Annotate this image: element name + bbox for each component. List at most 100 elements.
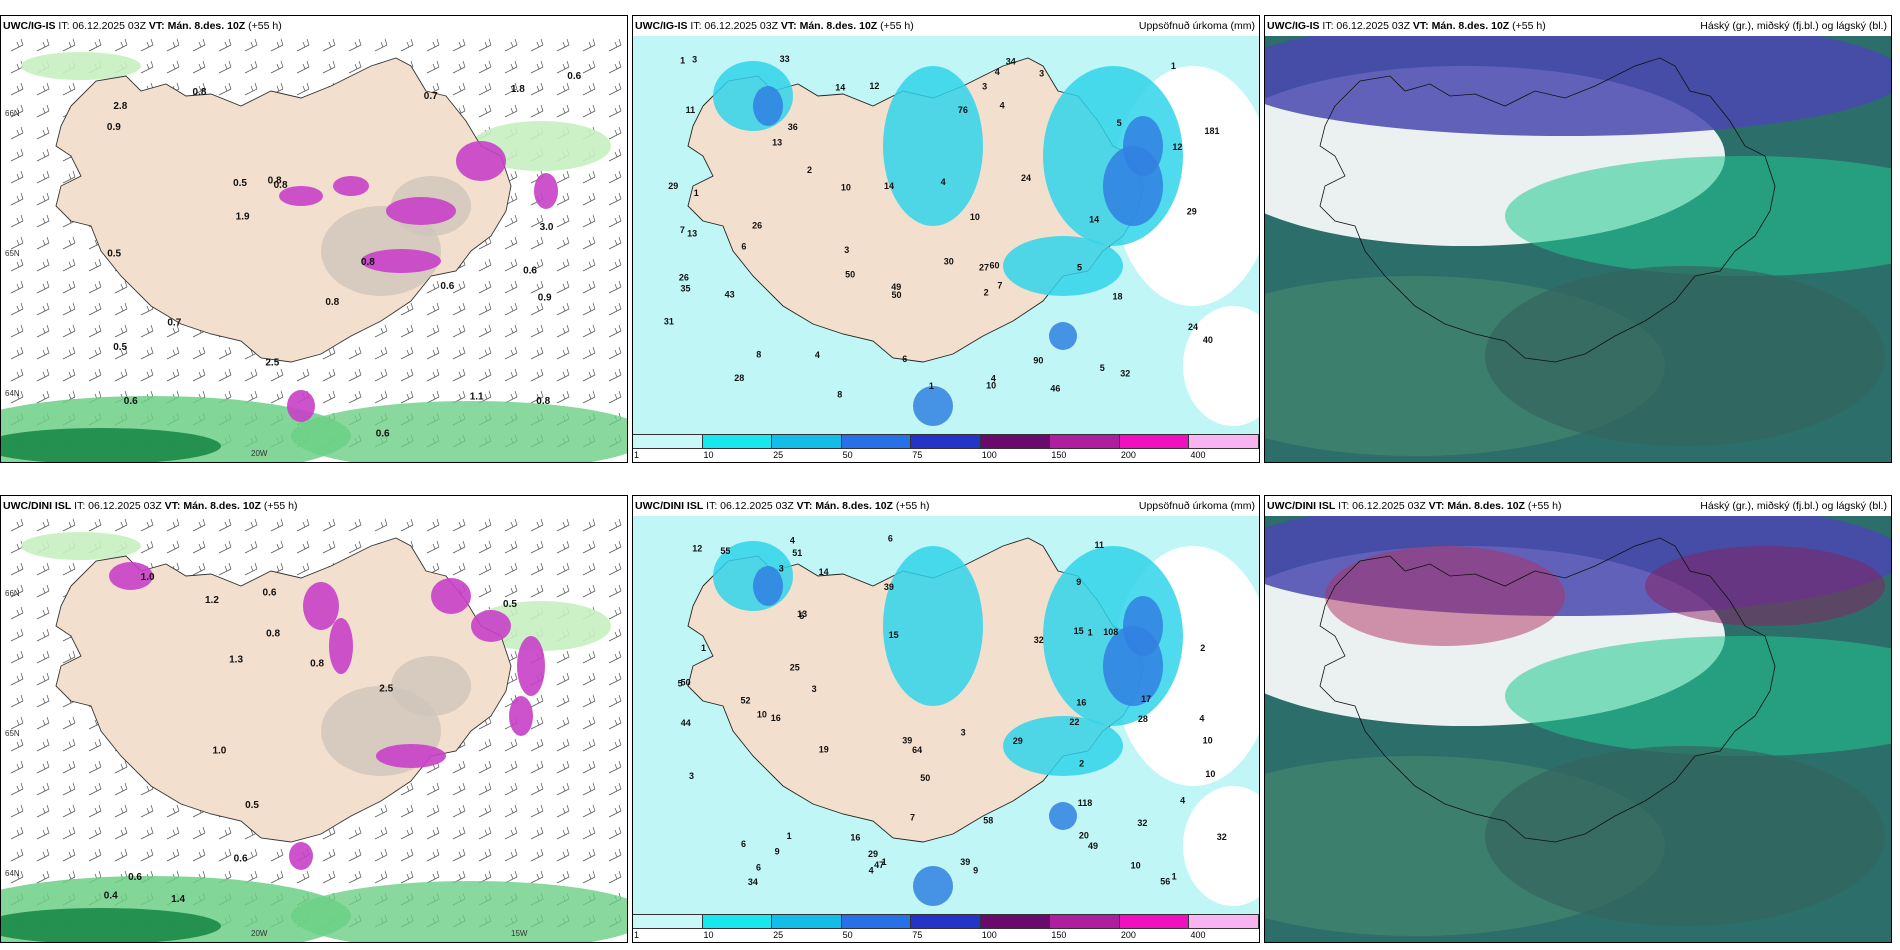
wind-barb (140, 38, 154, 52)
value-label: 0.7 (167, 317, 181, 328)
value-label: 3 (844, 245, 849, 255)
value-label: 0.6 (124, 396, 138, 407)
value-label: 6 (902, 354, 907, 364)
wind-barb (10, 650, 24, 664)
wind-barb (452, 368, 466, 382)
wind-barb (608, 236, 622, 250)
wind-barb (608, 650, 622, 664)
value-label: 2.5 (379, 683, 393, 694)
wind-barb (62, 782, 76, 796)
wind-barb (36, 650, 50, 664)
wind-barb (608, 672, 622, 686)
value-label: 11 (1095, 540, 1105, 550)
axis-tick-label: 66N (5, 589, 20, 598)
wind-barb (556, 518, 570, 532)
wind-barb (452, 324, 466, 338)
value-label: 1 (787, 831, 792, 841)
wind-barb (36, 192, 50, 206)
colorbar-tick-label: 100 (981, 450, 997, 460)
value-label: 0.9 (538, 292, 552, 303)
wind-barb (218, 368, 232, 382)
wind-barb (62, 302, 76, 316)
wind-barb (192, 848, 206, 862)
wind-barb (166, 848, 180, 862)
wind-barb (608, 716, 622, 730)
value-label: 0.6 (523, 266, 537, 277)
wind-barb (426, 518, 440, 532)
wind-barb (608, 562, 622, 576)
wind-barb (530, 848, 544, 862)
precip-area (1003, 716, 1123, 776)
value-label: 1 (680, 55, 685, 65)
wind-barb (530, 738, 544, 752)
precip-intense-area (471, 610, 511, 642)
wind-barb (374, 518, 388, 532)
wind-barb (504, 60, 518, 74)
wind-barb (556, 716, 570, 730)
colorbar-swatch (772, 914, 842, 929)
wind-barb (10, 368, 24, 382)
value-label: 10 (1131, 861, 1141, 871)
wind-barb (36, 606, 50, 620)
value-label: 13 (797, 609, 807, 619)
value-label: 5 (678, 678, 683, 688)
wind-barb (114, 324, 128, 338)
wind-barb (400, 390, 414, 404)
value-label: 55 (720, 546, 730, 556)
wind-barb (218, 60, 232, 74)
wind-barb (504, 38, 518, 52)
panel-ig-clouds: UWC/IG-IS IT: 06.12.2025 03Z VT: Mán. 8.… (1264, 15, 1892, 463)
wind-barb (88, 782, 102, 796)
wind-barb (426, 60, 440, 74)
wind-barb (62, 760, 76, 774)
wind-barb (582, 236, 596, 250)
wind-barb (556, 214, 570, 228)
iceland-outline (1319, 57, 1776, 363)
value-label: 29 (1013, 736, 1023, 746)
wind-barb (556, 826, 570, 840)
wind-barb (62, 368, 76, 382)
mid-cloud-area (1505, 156, 1891, 276)
wind-barb (374, 870, 388, 884)
panel-ig-accum-precip: UWC/IG-IS IT: 06.12.2025 03Z VT: Mán. 8.… (632, 15, 1260, 463)
wind-barb (62, 170, 76, 184)
wind-barb (478, 738, 492, 752)
precip-area (471, 121, 611, 171)
wind-barb (36, 104, 50, 118)
wind-barb (140, 346, 154, 360)
value-label: 15 (889, 630, 899, 640)
panel-subtitle: Háský (gr.), miðský (fj.bl.) og lágský (… (1700, 500, 1887, 512)
wind-barb (556, 236, 570, 250)
value-label: 50 (920, 773, 930, 783)
wind-barb (608, 126, 622, 140)
wind-barb (530, 60, 544, 74)
wind-barb (556, 540, 570, 554)
wind-barb (582, 82, 596, 96)
wind-barb (36, 258, 50, 272)
wind-barb (504, 214, 518, 228)
wind-barb (62, 650, 76, 664)
value-label: 108 (1103, 627, 1118, 637)
panel-title: UWC/DINI ISL IT: 06.12.2025 03Z VT: Mán.… (1265, 496, 1891, 516)
value-label: 4 (790, 536, 795, 546)
wind-barb (478, 518, 492, 532)
precip-intense-area (329, 618, 353, 674)
wind-barb (608, 826, 622, 840)
value-label: 0.8 (536, 396, 550, 407)
wind-barb (140, 848, 154, 862)
wind-barb (608, 848, 622, 862)
wind-barb (218, 540, 232, 554)
wind-barb (296, 82, 310, 96)
wind-barb (218, 826, 232, 840)
colorbar-swatch (911, 914, 981, 929)
wind-barb (582, 302, 596, 316)
value-label: 27 (979, 262, 989, 272)
value-label: 0.4 (104, 890, 118, 901)
wind-barb (36, 562, 50, 576)
wind-barb (556, 38, 570, 52)
value-label: 2.8 (113, 101, 127, 112)
wind-barb (608, 368, 622, 382)
value-label: 1 (1088, 627, 1093, 637)
value-label: 29 (668, 181, 678, 191)
wind-barb (452, 760, 466, 774)
